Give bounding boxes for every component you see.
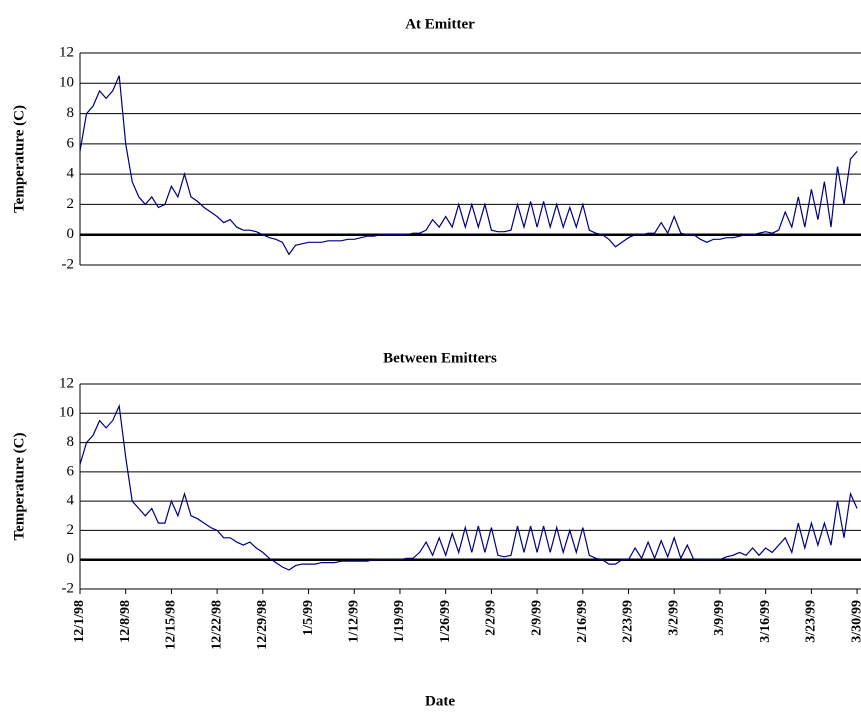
x-tick-label: 12/1/98: [72, 600, 87, 643]
y-tick-label: -2: [62, 256, 75, 272]
x-tick-label: 1/19/99: [392, 600, 407, 643]
data-line: [79, 75, 858, 256]
x-tick-label: 12/22/98: [209, 600, 224, 650]
x-tick-label: 1/5/99: [301, 600, 316, 636]
data-line: [79, 403, 858, 571]
y-tick-label: 0: [67, 226, 75, 242]
y-tick-label: 8: [67, 434, 75, 450]
x-tick-label: 12/8/98: [118, 600, 133, 643]
x-tick-label: 2/2/99: [484, 600, 499, 636]
chart-title: Between Emitters: [383, 350, 497, 366]
y-tick-label: 8: [67, 105, 75, 121]
y-tick-label: 12: [59, 44, 74, 60]
y-tick-label: 2: [67, 522, 75, 538]
x-axis-label: Date: [425, 693, 455, 709]
x-tick-label: 12/29/98: [255, 600, 270, 650]
y-tick-label: 10: [59, 405, 74, 421]
y-tick-label: -2: [62, 580, 75, 596]
y-tick-label: 4: [67, 166, 75, 182]
y-tick-label: 2: [67, 196, 75, 212]
x-tick-label: 3/9/99: [712, 600, 727, 636]
y-tick-label: 6: [67, 135, 75, 151]
y-tick-label: 4: [67, 493, 75, 509]
x-tick-label: 3/23/99: [804, 600, 819, 643]
x-tick-label: 2/23/99: [621, 600, 636, 643]
y-axis-label: Temperature (C): [11, 105, 27, 213]
x-tick-label: 3/2/99: [666, 600, 681, 636]
x-tick-label: 2/16/99: [575, 600, 590, 643]
x-tick-label: 3/30/99: [849, 600, 861, 643]
chart-title: At Emitter: [405, 16, 475, 32]
y-tick-label: 0: [67, 551, 75, 567]
y-tick-label: 6: [67, 463, 75, 479]
y-tick-label: 10: [59, 75, 74, 91]
x-tick-label: 1/12/99: [346, 600, 361, 643]
x-tick-label: 1/26/99: [438, 600, 453, 643]
x-tick-label: 2/9/99: [529, 600, 544, 636]
x-tick-label: 3/16/99: [758, 600, 773, 643]
y-axis-label: Temperature (C): [11, 433, 27, 541]
x-tick-label: 12/15/98: [164, 600, 179, 650]
y-tick-label: 12: [59, 375, 74, 391]
